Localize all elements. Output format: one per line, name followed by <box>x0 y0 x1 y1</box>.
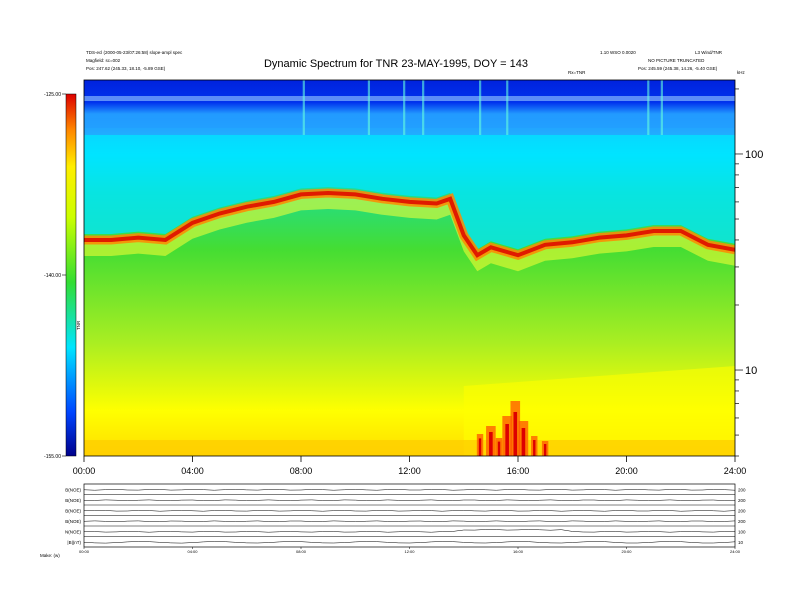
sub-panel-trace <box>83 520 736 522</box>
burst-core <box>533 440 536 456</box>
sub-panel-x-label: 16:00 <box>513 549 524 554</box>
sub-panel-x-label: 08:00 <box>296 549 307 554</box>
top-band-medium <box>84 118 735 128</box>
sub-panel-label: B(NOE) <box>65 498 81 503</box>
ridge-red <box>84 190 735 258</box>
sub-panel-label: |B|(nT) <box>67 540 81 545</box>
spike <box>422 80 425 135</box>
x-tick-label: 20:00 <box>615 466 638 476</box>
spike <box>660 80 663 135</box>
colorbar-axis: -125.00 -140.00 -155.00 TNR <box>44 92 81 460</box>
y-tick-label: 100 <box>745 149 763 161</box>
burst-core <box>497 441 501 456</box>
sub-panel-x-label: 24:00 <box>730 549 741 554</box>
sub-panels: B(NOE) 200 B(NOE) 200 B(NOE) 200 B(NOE) 200 N(NO… <box>40 483 746 558</box>
sub-panel-trace <box>83 499 736 501</box>
lower-yellow-region <box>463 366 735 456</box>
burst-core <box>478 438 482 456</box>
ridge-glow <box>84 195 735 272</box>
spike <box>479 80 482 135</box>
spectrum-area <box>84 80 735 456</box>
center-tag: Rx=TNR <box>568 70 586 75</box>
colorbar-tick-label: -155.00 <box>44 454 61 460</box>
top-band-light <box>84 96 735 101</box>
meta-left-2: Magfield: sc=002 <box>86 58 121 63</box>
meta-left-1: TDS-ecl (2000-05-23/07:26:58) slope-ampl… <box>86 50 183 55</box>
sub-panel-label: B(NOE) <box>65 487 81 492</box>
vertical-spikes <box>302 80 663 135</box>
sub-panel-right-tick: 10 <box>738 540 744 545</box>
x-axis: 00:00 04:00 08:00 12:00 16:00 20:00 24:00 <box>73 456 747 476</box>
sub-panel-label: B(NOE) <box>65 508 81 513</box>
sub-panel-right-tick: 100 <box>738 529 746 534</box>
burst-core <box>513 412 518 456</box>
x-tick-label: 08:00 <box>290 466 313 476</box>
sub-panel-x-label: 00:00 <box>79 549 90 554</box>
sub-panel-label: B(NOE) <box>65 519 81 524</box>
sub-panel-right-tick: 200 <box>738 487 746 492</box>
sub-panel-right-tick: 200 <box>738 508 746 513</box>
colorbar-tick-label: -140.00 <box>44 273 61 279</box>
y-axis: 100 10 kHz <box>735 70 763 457</box>
cyan-region <box>84 135 735 250</box>
x-tick-label: 24:00 <box>724 466 747 476</box>
chart-title: Dynamic Spectrum for TNR 23-MAY-1995, DO… <box>263 58 528 70</box>
burst-core <box>505 424 509 456</box>
spike <box>367 80 371 135</box>
x-tick-label: 00:00 <box>73 466 96 476</box>
sub-panel-trace <box>83 529 735 533</box>
spike <box>647 80 650 135</box>
x-tick-label: 12:00 <box>398 466 421 476</box>
spike <box>506 80 509 135</box>
bottom-band <box>84 440 735 456</box>
spike <box>403 80 406 135</box>
sub-panel-label: N(NOE) <box>65 529 81 534</box>
meta-right-2: L3 Wind/TNR <box>695 50 723 55</box>
sub-panel-trace <box>83 489 736 491</box>
x-tick-label: 04:00 <box>181 466 204 476</box>
meta-left-3: Pos: 247.62 (245.33, 18.10, -5.89 GSE) <box>86 66 166 71</box>
sub-panel-x-label: 04:00 <box>187 549 198 554</box>
colorbar-tick-label: -125.00 <box>44 92 61 98</box>
sub-panel-right-tick: 200 <box>738 519 746 524</box>
y-tick-label: 10 <box>745 365 757 377</box>
y-unit-label: kHz <box>737 70 745 75</box>
x-tick-label: 16:00 <box>507 466 530 476</box>
burst-core <box>521 428 526 456</box>
sub-panel-trace <box>83 541 736 544</box>
colorbar-label: TNR <box>76 320 81 330</box>
colorbar <box>65 93 77 457</box>
burst-cluster <box>476 401 549 456</box>
sub-panel-right-tick: 200 <box>738 498 746 503</box>
meta-right-4: Pos: 245.59 (245.38, 14.26, -5.40 GSE) <box>638 66 718 71</box>
sub-panel-footer-label: Make: (w) <box>40 553 60 558</box>
sub-panel-x-label: 20:00 <box>621 549 632 554</box>
sub-panel-trace <box>83 510 736 512</box>
burst-core <box>543 444 547 456</box>
meta-right-1: 1.10 WSO 0.0020 <box>600 50 636 55</box>
spike <box>302 80 305 135</box>
sub-panel-x-label: 12:00 <box>404 549 415 554</box>
burst-core <box>489 432 493 456</box>
meta-right-3: NO PICTURE TRUNCATED <box>648 58 705 63</box>
